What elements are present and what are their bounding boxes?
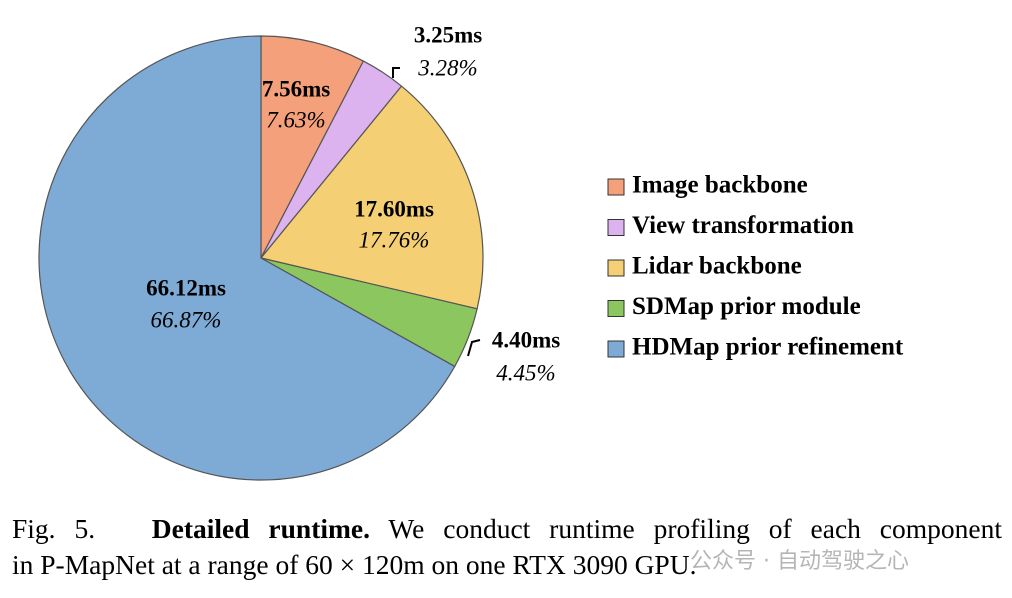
pie-slice [260, 35, 365, 259]
leader [467, 339, 481, 357]
watermark: 公众号 · 自动驾驶之心 [690, 549, 909, 574]
value-label: 3.28% [417, 55, 477, 80]
caption-line: Fig. 5. Detailed runtime. We conduct run… [12, 511, 1002, 547]
caption-label: Fig. 5. [12, 513, 96, 544]
legend-label: HDMap prior refinement [632, 334, 904, 361]
value-label: 7.63% [266, 107, 325, 132]
runtime-label: 17.60ms [354, 196, 434, 221]
pie-slice [259, 85, 484, 310]
legend-label: SDMap prior module [632, 293, 861, 320]
legend-swatch [607, 259, 625, 277]
caption-line: in P-MapNet at a range of 60 × 120m on o… [12, 549, 697, 580]
runtime-label: 4.40ms [492, 327, 560, 352]
pie-slice [38, 35, 456, 481]
legend-label: View transformation [632, 212, 854, 239]
legend-label: Image backbone [632, 172, 808, 199]
caption-heading: Detailed runtime. [151, 513, 370, 544]
legend-label: Lidar backbone [632, 253, 802, 280]
legend-swatch [607, 340, 625, 358]
runtime-label: 7.56ms [262, 76, 330, 101]
legend-swatch [607, 219, 625, 236]
value-label: 66.87% [151, 307, 222, 332]
pie-chart: 7.56ms 7.63% 3.25ms 3.28% 17.60ms 17.76% 4.40m… [38, 22, 904, 481]
runtime-label: 3.25ms [414, 22, 482, 47]
value-label: 17.76% [359, 227, 430, 252]
runtime-label: 66.12ms [146, 275, 226, 300]
legend-swatch [607, 300, 625, 317]
caption-text: We conduct runtime profiling of each com… [388, 513, 1002, 544]
legend-swatch [607, 178, 625, 196]
leader [392, 67, 400, 78]
value-label: 4.45% [496, 360, 555, 385]
